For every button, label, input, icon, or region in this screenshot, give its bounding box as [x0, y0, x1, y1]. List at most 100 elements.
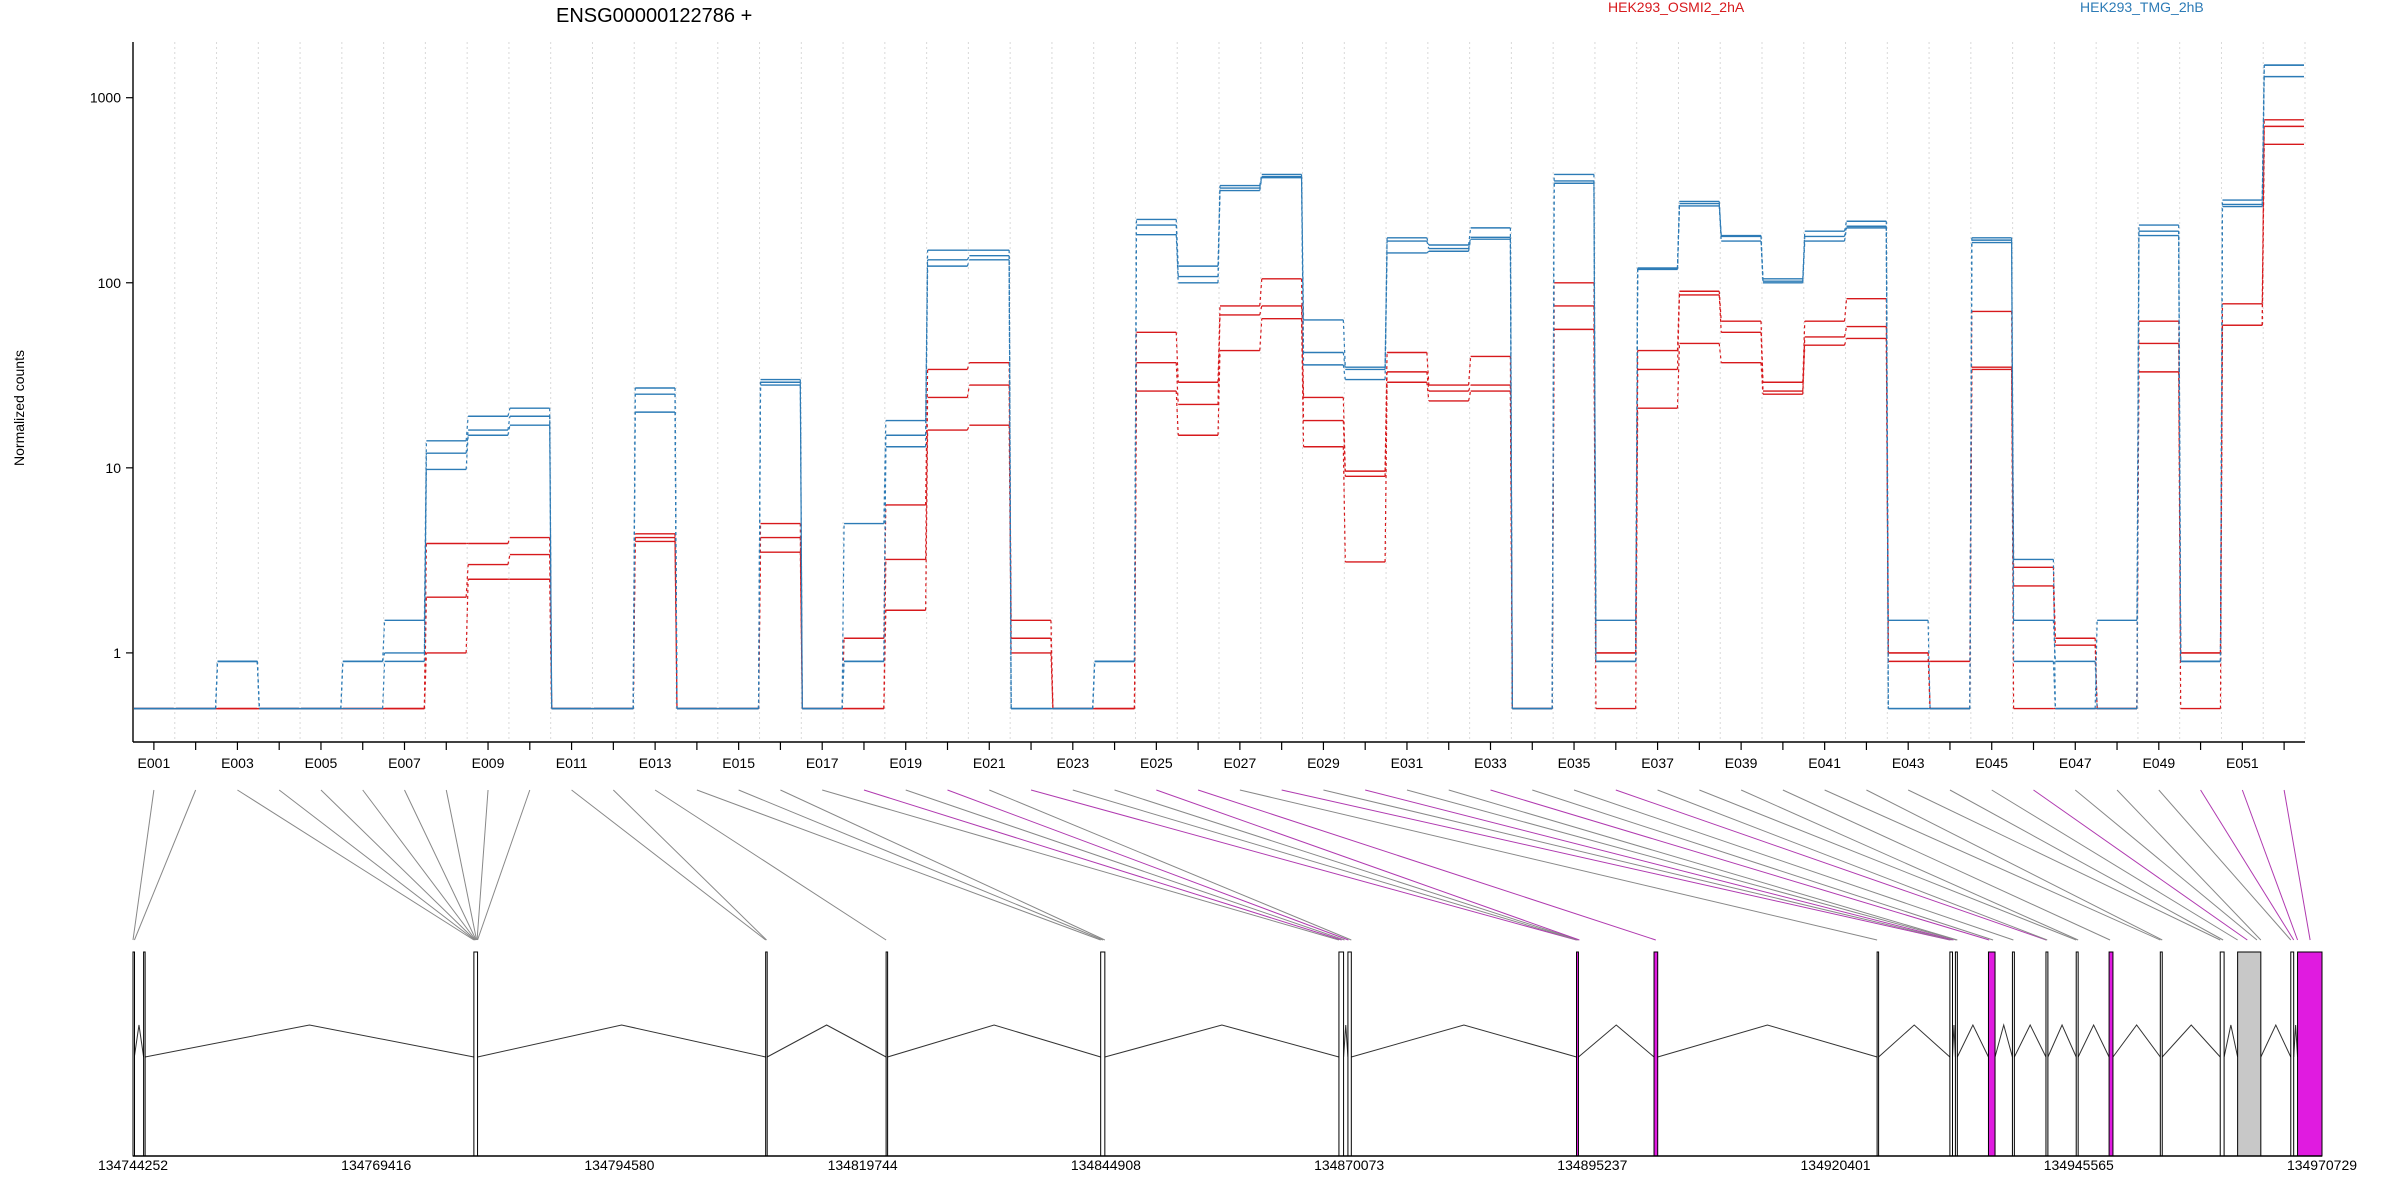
- bin-link: [1615, 789, 2047, 941]
- bin-link: [1949, 789, 2224, 941]
- bin-link: [1114, 789, 1579, 941]
- series-transition: [1760, 235, 1764, 279]
- series-transition: [1468, 227, 1472, 246]
- chart-title: ENSG00000122786 +: [556, 5, 752, 27]
- x-tick-label: E047: [2059, 755, 2092, 771]
- bin-link: [1448, 789, 1958, 941]
- intron-line: [2293, 1024, 2299, 1058]
- bin-link: [133, 789, 197, 941]
- intron-line: [1578, 1024, 1655, 1058]
- series-transition: [966, 384, 970, 398]
- bin-link: [2200, 789, 2295, 941]
- bin-link: [1281, 789, 1950, 941]
- series-transition: [1133, 219, 1138, 662]
- series-transition: [1342, 364, 1346, 380]
- bin-link: [445, 789, 478, 941]
- series-transition: [1468, 237, 1472, 249]
- exon-box: [1576, 951, 1579, 1157]
- series-transition: [1300, 305, 1305, 421]
- bin-link: [404, 789, 477, 941]
- series-transition: [2136, 231, 2140, 709]
- exon-box: [132, 951, 135, 1157]
- series-transition: [214, 661, 219, 709]
- series-transition: [757, 379, 762, 709]
- bin-link: [1699, 789, 2077, 941]
- x-tick-label: E017: [806, 755, 839, 771]
- series-transition: [1802, 321, 1806, 383]
- series-transition: [632, 533, 636, 709]
- x-tick-label: E045: [1975, 755, 2008, 771]
- intron-line: [1343, 1024, 1349, 1058]
- series-transition: [465, 416, 469, 441]
- series-transition: [1468, 239, 1472, 252]
- x-tick-label: E037: [1641, 755, 1674, 771]
- bin-link: [1156, 789, 1580, 941]
- exon-box: [2075, 951, 2079, 1157]
- series-transition: [256, 661, 260, 709]
- intron-line: [144, 1024, 474, 1058]
- series-transition: [1259, 318, 1263, 351]
- plot-series-lines: [134, 64, 2304, 710]
- series-transition: [883, 435, 887, 662]
- series-transition: [966, 255, 970, 261]
- series-transition: [1259, 305, 1263, 316]
- y-tick-label: 1: [113, 645, 121, 661]
- intron-line: [477, 1024, 766, 1058]
- series-transition: [1551, 174, 1555, 709]
- series-transition: [1676, 291, 1681, 351]
- bin-link: [989, 789, 1352, 941]
- series-transition: [966, 424, 970, 431]
- bin-link: [476, 789, 489, 941]
- series-transition: [1802, 236, 1806, 282]
- series-transition: [1426, 240, 1430, 249]
- x-tick-label: E049: [2142, 755, 2175, 771]
- series-transition: [674, 533, 678, 709]
- series-transition: [1217, 305, 1221, 383]
- x-tick-label: E031: [1391, 755, 1424, 771]
- coordinate-tick-label: 134744252: [98, 1157, 168, 1173]
- series-transition: [1217, 314, 1221, 405]
- y-axis-label: Normalized counts: [11, 350, 27, 466]
- intron-line: [2161, 1024, 2221, 1058]
- bin-link: [696, 789, 1101, 941]
- series-transition: [465, 430, 469, 454]
- x-tick-label: E007: [388, 755, 421, 771]
- bin-link: [1239, 789, 1878, 941]
- series-transition: [1175, 332, 1179, 383]
- intron-line: [1878, 1024, 1951, 1058]
- exon-box: [2045, 951, 2049, 1157]
- exon-box: [1876, 951, 1880, 1157]
- series-transition: [465, 579, 469, 653]
- coordinate-tick-label: 134794580: [584, 1157, 654, 1173]
- series-transition: [1259, 278, 1263, 306]
- series-transition: [1593, 174, 1597, 621]
- intron-line: [133, 1024, 145, 1058]
- plot-axes: 1 10 100 1000 E001 E003 E005 E007 E009 E011 E013 E0…: [90, 42, 2305, 771]
- series-transition: [507, 416, 511, 431]
- series-transition: [2261, 65, 2265, 201]
- series-transition: [1050, 620, 1054, 709]
- intron-line: [2013, 1023, 2047, 1058]
- intron-line: [2077, 1023, 2110, 1058]
- exon-box: [765, 951, 768, 1157]
- bin-link: [1030, 789, 1577, 941]
- x-tick-label: E001: [138, 755, 171, 771]
- series-transition: [1676, 343, 1681, 409]
- bin-link: [612, 789, 767, 941]
- y-tick-label: 100: [98, 275, 122, 291]
- series-transition: [382, 620, 386, 662]
- series-transition: [423, 469, 427, 662]
- series-transition: [1217, 350, 1221, 436]
- series-transition: [1300, 176, 1305, 353]
- bin-to-gene-links: [132, 789, 2311, 941]
- bin-link: [905, 789, 1345, 941]
- coordinate-axis: 134744252 134769416 134794580 134819744 1348…: [98, 1155, 2357, 1173]
- series-transition: [1008, 250, 1012, 709]
- bin-link: [2241, 789, 2299, 941]
- x-tick-label: E041: [1808, 755, 1841, 771]
- y-tick-label: 1000: [90, 90, 121, 106]
- series-transition: [925, 430, 929, 611]
- series-transition: [1468, 384, 1472, 392]
- series-transition: [1593, 183, 1597, 662]
